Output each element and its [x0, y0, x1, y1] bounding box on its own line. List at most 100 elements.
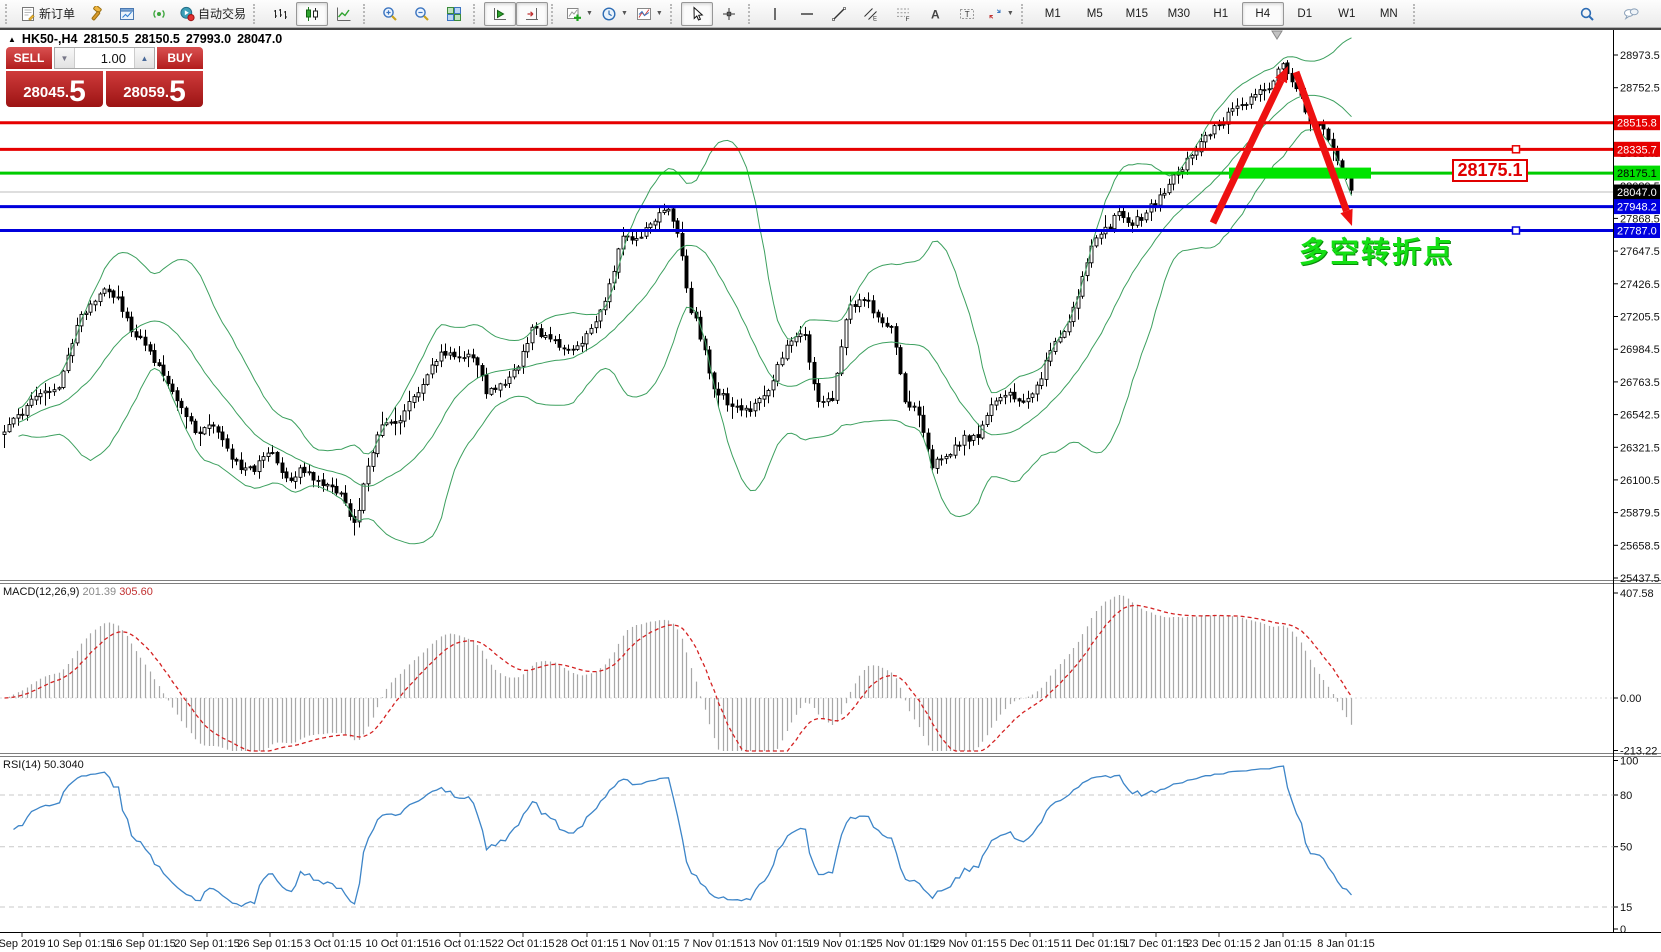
collapse-panel-icon[interactable]: ▲ — [8, 34, 16, 44]
svg-text:27647.5: 27647.5 — [1620, 246, 1660, 258]
arrows-button[interactable]: ▼ — [983, 2, 1018, 26]
sell-button[interactable]: SELL — [6, 47, 52, 69]
volume-decrease-button[interactable]: ▼ — [55, 48, 75, 68]
timeframe-w1-button[interactable]: W1 — [1326, 2, 1368, 26]
svg-text:7 Nov 01:15: 7 Nov 01:15 — [683, 938, 742, 950]
svg-text:13 Nov 01:15: 13 Nov 01:15 — [743, 938, 808, 950]
svg-text:11 Dec 01:15: 11 Dec 01:15 — [1061, 938, 1126, 950]
zoom-in-icon — [382, 6, 398, 22]
svg-text:28047.0: 28047.0 — [1617, 187, 1657, 199]
svg-text:27426.5: 27426.5 — [1620, 279, 1660, 291]
svg-text:80: 80 — [1620, 790, 1632, 802]
buy-price-fraction: 5 — [169, 75, 186, 108]
toolbar-separator — [1412, 3, 1419, 24]
one-click-trading-panel: SELL ▼ 1.00 ▲ BUY 28045. 5 28059. 5 — [6, 47, 203, 107]
chevron-down-icon: ▼ — [1006, 10, 1014, 17]
svg-text:28973.5: 28973.5 — [1620, 50, 1660, 62]
alerts-button[interactable] — [143, 2, 175, 26]
fibonacci-button[interactable]: F — [887, 2, 919, 26]
chart-window-icon — [119, 6, 135, 22]
zoom-in-button[interactable] — [374, 2, 406, 26]
svg-text:25879.5: 25879.5 — [1620, 508, 1660, 520]
horizontal-line-button[interactable] — [791, 2, 823, 26]
fibonacci-icon: F — [895, 6, 911, 23]
templates-button[interactable]: ▼ — [632, 2, 667, 26]
svg-text:26763.5: 26763.5 — [1620, 377, 1660, 389]
buy-price-display[interactable]: 28059. 5 — [106, 71, 203, 107]
chart-shift-button[interactable] — [516, 1, 549, 26]
timeframe-d1-button-label: D1 — [1297, 7, 1313, 20]
svg-text:100: 100 — [1620, 756, 1638, 768]
timeframe-m15-button[interactable]: M15 — [1116, 2, 1158, 26]
label-button[interactable]: T — [951, 2, 983, 26]
trendline-icon — [831, 6, 847, 22]
open-chart-button[interactable] — [111, 2, 143, 26]
vertical-line-button[interactable] — [759, 2, 791, 26]
vertical-line-icon — [767, 6, 783, 22]
chevron-down-icon: ▼ — [620, 10, 628, 17]
volume-increase-button[interactable]: ▲ — [134, 48, 154, 68]
bar-chart-button[interactable] — [264, 2, 296, 26]
arrows-icon — [987, 6, 1003, 22]
crosshair-icon — [721, 6, 737, 22]
buy-price-main: 28059. — [123, 84, 170, 101]
timeframe-m5-button[interactable]: M5 — [1074, 2, 1116, 26]
search-button[interactable] — [1571, 2, 1603, 26]
svg-text:17 Dec 01:15: 17 Dec 01:15 — [1123, 938, 1188, 950]
main-toolbar: 新订单 自动交易 ▼ ▼ ▼ E F A T ▼ M1 M5 M15 M30 H1 H4 D1 W1 MN — [0, 0, 1661, 28]
toolbar-groups: 新订单 自动交易 ▼ ▼ ▼ E F A T ▼ M1 M5 M15 M30 H1 H4 D1 W1 MN — [2, 0, 1424, 27]
new-order-button[interactable]: 新订单 — [16, 2, 79, 26]
autotrade-button-label: 自动交易 — [198, 7, 247, 21]
svg-text:F: F — [905, 16, 909, 22]
trendline-button[interactable] — [823, 2, 855, 26]
svg-text:10 Sep 01:15: 10 Sep 01:15 — [47, 938, 112, 950]
periods-button[interactable]: ▼ — [597, 2, 632, 26]
svg-text:28175.1: 28175.1 — [1617, 168, 1657, 180]
svg-text:22 Oct 01:15: 22 Oct 01:15 — [492, 938, 555, 950]
svg-text:19 Nov 01:15: 19 Nov 01:15 — [807, 938, 872, 950]
search-icon — [1579, 6, 1595, 22]
timeframe-m1-button[interactable]: M1 — [1032, 2, 1074, 26]
autoscroll-icon — [492, 6, 508, 22]
toolbar-separator — [1020, 3, 1027, 24]
candlesticks — [2, 60, 1354, 536]
bollinger-bands — [18, 37, 1352, 545]
timeframe-m1-button-label: M1 — [1044, 7, 1061, 20]
timeframe-mn-button[interactable]: MN — [1368, 2, 1410, 26]
timeframe-m30-button[interactable]: M30 — [1158, 2, 1200, 26]
timeframe-d1-button[interactable]: D1 — [1284, 2, 1326, 26]
text-button[interactable]: A — [919, 2, 951, 26]
ohlc-low: 27993.0 — [185, 32, 232, 46]
new-order-button-label: 新订单 — [39, 7, 76, 21]
candlestick-chart-button[interactable] — [296, 1, 329, 26]
line-chart-button[interactable] — [328, 2, 360, 26]
toolbar-separator — [669, 3, 676, 24]
svg-text:26100.5: 26100.5 — [1620, 475, 1660, 487]
timeframe-mn-button-label: MN — [1379, 7, 1398, 20]
timeframe-h4-button[interactable]: H4 — [1241, 1, 1284, 26]
autotrade-button[interactable]: 自动交易 — [175, 2, 250, 26]
crosshair-button[interactable] — [713, 2, 745, 26]
highlight-bar-and-arrows[interactable] — [1209, 30, 1371, 226]
chevron-down-icon: ▼ — [655, 10, 663, 17]
sell-price-display[interactable]: 28045. 5 — [6, 71, 103, 107]
volume-input[interactable]: 1.00 — [100, 50, 126, 66]
price-callout-box[interactable]: 28175.1 — [1452, 159, 1528, 182]
cursor-button[interactable] — [680, 1, 713, 26]
chart-title: ▲ HK50-,H4 28150.5 28150.5 27993.0 28047… — [8, 32, 282, 46]
auto-scroll-button[interactable] — [484, 1, 517, 26]
price-axis[interactable]: 28973.528752.528531.528310.528089.527868… — [0, 28, 1661, 933]
zoom-out-button[interactable] — [406, 2, 438, 26]
tile-windows-button[interactable] — [438, 2, 470, 26]
turning-point-label[interactable]: 多空转折点 — [1299, 237, 1455, 269]
candlestick-icon — [304, 6, 320, 22]
buy-button[interactable]: BUY — [157, 47, 203, 69]
timeframe-h1-button[interactable]: H1 — [1200, 2, 1242, 26]
periods-icon — [601, 6, 617, 22]
indicators-button[interactable]: ▼ — [562, 2, 597, 26]
chat-button[interactable] — [1615, 2, 1647, 26]
gavel-button[interactable] — [79, 2, 111, 26]
channel-button[interactable]: E — [855, 2, 887, 26]
